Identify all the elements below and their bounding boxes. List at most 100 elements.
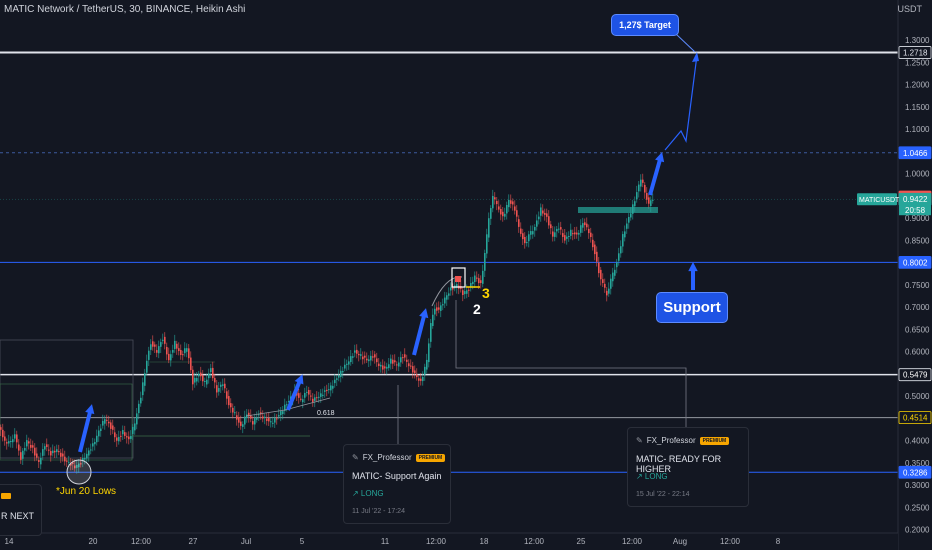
candle-body (638, 184, 640, 192)
candle-body (94, 441, 96, 445)
candle-body (242, 424, 244, 427)
idea-card-partial[interactable]: R NEXT (0, 484, 42, 536)
candle-body (48, 449, 50, 451)
fib-label: 0.618 (317, 410, 335, 417)
arrow-head (294, 374, 304, 385)
y-tick-label: 1.2000 (905, 81, 930, 90)
idea-card-support-again[interactable]: ✎ FX_Professor PREMIUM MATIC- Support Agai… (343, 444, 451, 524)
candle-body (576, 232, 578, 235)
lows-circle (66, 459, 92, 485)
candle-body (270, 421, 272, 423)
candle-body (536, 220, 538, 227)
arrow-up-3 (412, 308, 429, 356)
candle-body (338, 375, 340, 378)
candle-body (506, 205, 508, 214)
candle-body (480, 280, 482, 283)
candle-body (448, 293, 450, 296)
x-tick-label: 27 (189, 537, 198, 546)
candle-body (344, 364, 346, 369)
candle-body (400, 357, 402, 363)
idea-card-ready-higher[interactable]: ✎ FX_Professor PREMIUM MATIC- READY FOR HI… (627, 427, 749, 507)
candle-body (326, 389, 328, 391)
candle-body (516, 210, 518, 217)
candle-body (206, 379, 208, 385)
candle-body (138, 403, 140, 414)
candle-body (46, 444, 48, 447)
countdown-label: 20:58 (905, 206, 926, 215)
candle-body (392, 359, 394, 364)
candle-body (586, 223, 588, 228)
candle-body (616, 262, 618, 268)
arrow-shaft (648, 155, 663, 196)
candle-body (556, 228, 558, 232)
candle-body (564, 235, 566, 241)
candle-body (312, 398, 314, 403)
candle-body (518, 219, 520, 227)
candle-body (626, 223, 628, 229)
candle-body (246, 414, 248, 419)
candle-body (208, 373, 210, 379)
candle-body (252, 421, 254, 425)
candle-body (336, 378, 338, 380)
candle-body (376, 358, 378, 363)
candle-body (622, 234, 624, 247)
candle-body (642, 179, 644, 183)
candle-body (472, 281, 474, 285)
candle-body (286, 404, 288, 406)
candle-body (570, 229, 572, 236)
candle-body (188, 348, 190, 359)
candle-body (236, 415, 238, 420)
candle-body (568, 235, 570, 237)
candle-body (300, 398, 302, 400)
candle-body (592, 239, 594, 248)
candle-body (224, 383, 226, 389)
candle-body (596, 251, 598, 262)
candle-body (588, 228, 590, 234)
candle-body (438, 307, 440, 310)
candle-body (468, 289, 470, 291)
candle-body (434, 308, 436, 315)
candle-body (12, 439, 14, 443)
candle-body (280, 411, 282, 416)
candle-body (354, 350, 356, 353)
candle-body (550, 224, 552, 229)
candle-body (514, 206, 516, 211)
candle-body (422, 376, 424, 382)
arrow-up-2 (286, 374, 304, 411)
candle-body (478, 278, 480, 284)
y-tick-label: 0.6000 (905, 348, 930, 357)
card-author-name: FX_Professor (646, 436, 696, 445)
candle-body (502, 211, 504, 217)
candle-body (168, 353, 170, 361)
candle-body (216, 385, 218, 393)
candle-body (342, 371, 344, 373)
time-axis-bg (0, 533, 898, 550)
currency-unit: USDT (897, 4, 923, 14)
candle-body (142, 382, 144, 396)
candle-body (466, 290, 468, 294)
x-tick-label: 20 (89, 537, 98, 546)
candle-body (148, 350, 150, 360)
candle-body (444, 297, 446, 304)
candle-body (512, 201, 514, 205)
candle-body (106, 419, 108, 421)
candle-body (58, 451, 60, 453)
candle-body (302, 399, 304, 403)
candle-body (360, 354, 362, 356)
candle-body (320, 393, 322, 397)
candle-body (2, 429, 4, 438)
candle-body (64, 456, 66, 462)
price-tag (898, 256, 932, 269)
candle-body (304, 392, 306, 398)
candle-body (220, 384, 222, 387)
candle-body (60, 452, 62, 457)
candle-body (52, 450, 54, 454)
y-tick-label: 0.2000 (905, 526, 930, 535)
candle-body (646, 193, 648, 200)
trendline (245, 397, 331, 417)
y-tick-label: 0.3000 (905, 481, 930, 490)
candle-body (332, 385, 334, 389)
candle-body (520, 228, 522, 234)
price-tag (898, 411, 932, 425)
